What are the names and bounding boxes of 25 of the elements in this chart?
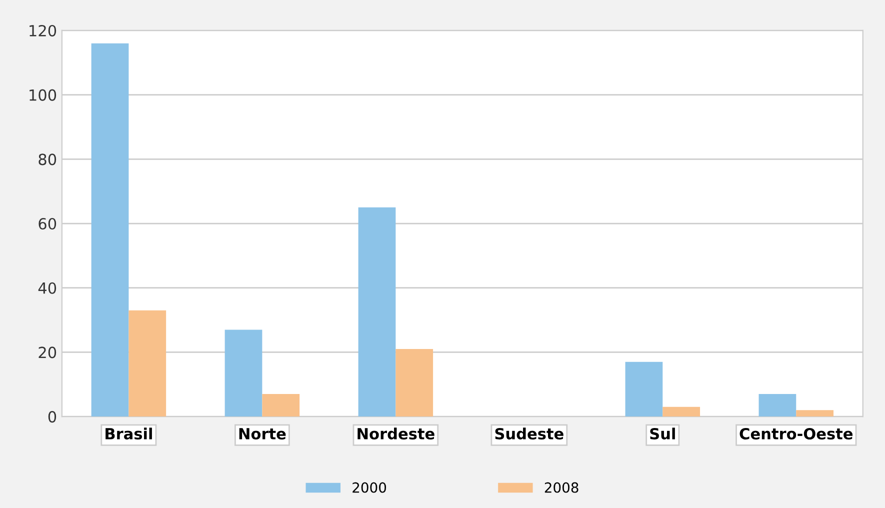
bar bbox=[128, 310, 166, 417]
x-tick-label: Sudeste bbox=[495, 428, 564, 440]
bar bbox=[396, 348, 434, 417]
x-tick-label: Norte bbox=[239, 428, 286, 440]
legend-label: 2000 bbox=[352, 482, 386, 493]
bar bbox=[662, 406, 700, 417]
y-tick-label: 60 bbox=[38, 218, 56, 230]
y-tick-label: 80 bbox=[38, 154, 56, 166]
x-tick-label: Nordeste bbox=[358, 428, 434, 440]
bar bbox=[358, 207, 396, 417]
y-tick-label: 20 bbox=[38, 346, 56, 358]
x-tick-label: Centro-Oeste bbox=[740, 428, 853, 440]
bar bbox=[224, 330, 262, 417]
bar bbox=[91, 43, 129, 417]
bar bbox=[262, 394, 300, 417]
y-tick-label: 0 bbox=[48, 411, 56, 423]
y-tick-label: 120 bbox=[30, 24, 56, 36]
y-tick-label: 40 bbox=[38, 282, 56, 294]
bar bbox=[796, 410, 834, 417]
bar bbox=[758, 394, 796, 417]
legend-label: 2008 bbox=[544, 482, 578, 493]
y-tick-label: 100 bbox=[30, 89, 56, 101]
bar bbox=[625, 362, 663, 417]
x-tick-label: Brasil bbox=[106, 428, 152, 440]
x-tick-label: Sul bbox=[650, 428, 675, 440]
